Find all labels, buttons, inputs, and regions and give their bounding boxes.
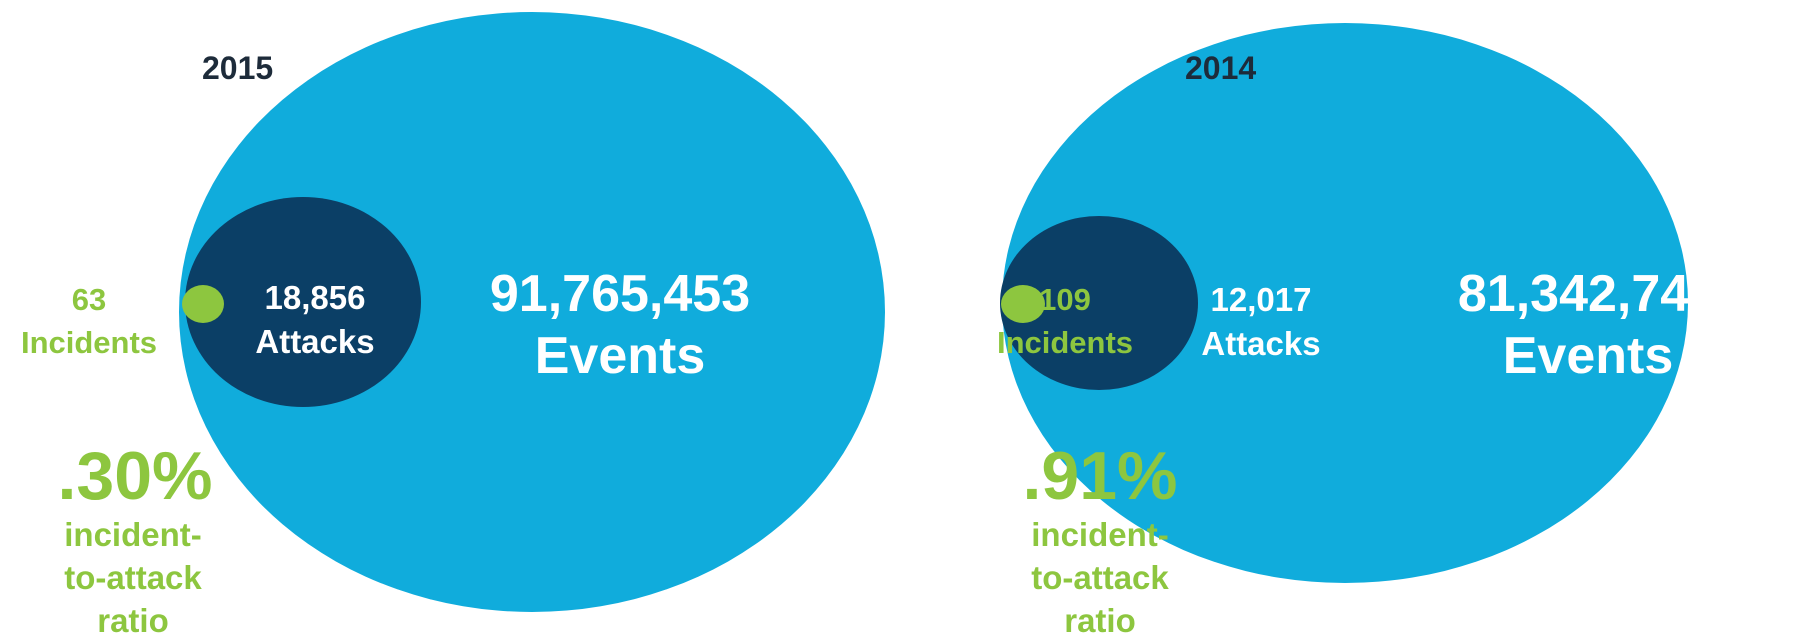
incidents-value: 109 [1039, 282, 1091, 317]
incidents-label: Incidents [996, 325, 1134, 360]
ratio-label-line-3: ratio [97, 602, 169, 639]
incidents-dot [182, 285, 224, 323]
ratio-value: .91% [1022, 438, 1178, 514]
events-label: Events [1502, 327, 1674, 385]
ratio-label-line-2: to-attack [1031, 559, 1169, 596]
attacks-circle [185, 197, 421, 407]
attacks-label: Attacks [1201, 325, 1321, 362]
events-label: Events [534, 327, 706, 385]
incidents-label: Incidents [20, 325, 158, 360]
ratio-label-line-1: incident- [1031, 516, 1169, 553]
attacks-value: 12,017 [1210, 281, 1312, 318]
attacks-value-block: 12,017 Attacks [1186, 278, 1336, 366]
events-value: 91,765,453 [489, 265, 751, 323]
year-label: 2015 [202, 50, 274, 86]
ratio-label-block: incident- to-attack ratio [22, 513, 244, 642]
panel-2014-graphic [1000, 23, 1688, 583]
ratio-value: .30% [57, 438, 213, 514]
incidents-value: 63 [71, 282, 107, 317]
events-value-block: 81,342,747 Events [1438, 263, 1738, 387]
attacks-value: 18,856 [264, 279, 366, 316]
ratio-label-line-2: to-attack [64, 559, 202, 596]
year-label: 2014 [1185, 50, 1257, 86]
events-circle [179, 12, 885, 612]
incidents-value-block: 63 Incidents [0, 278, 178, 364]
attacks-label: Attacks [255, 323, 375, 360]
incidents-value-block: 109 Incidents [975, 278, 1155, 364]
attacks-circle [1000, 216, 1198, 390]
ratio-label-line-3: ratio [1064, 602, 1136, 639]
events-circle [1002, 23, 1688, 583]
ratio-label-block: incident- to-attack ratio [989, 513, 1211, 642]
events-value-block: 91,765,453 Events [430, 263, 810, 387]
events-value: 81,342,747 [1457, 265, 1719, 323]
ratio-label-line-1: incident- [64, 516, 202, 553]
panel-2015-graphic [179, 12, 885, 612]
panel-2014: 2014 81,342,747 Events 12,017 Attacks 10… [903, 0, 1806, 639]
attacks-value-block: 18,856 Attacks [230, 276, 400, 364]
panel-2015: 2015 91,765,453 Events 18,856 Attacks 63… [0, 0, 903, 639]
incidents-dot [1001, 285, 1045, 323]
